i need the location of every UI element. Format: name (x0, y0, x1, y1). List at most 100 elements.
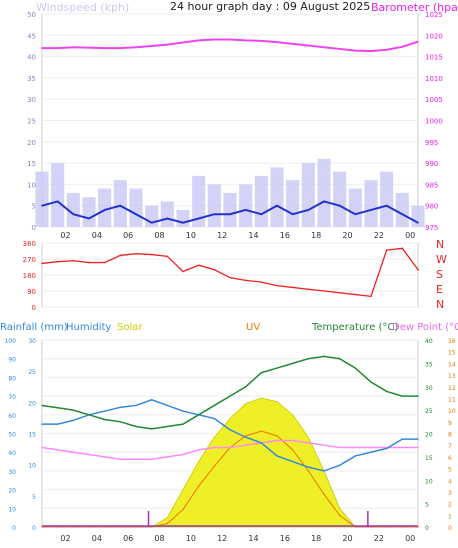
wind-barometer-panel: 0510152025303540455097598098599099510001… (27, 0, 458, 240)
barometer-point (370, 50, 372, 52)
wind-gust-bar (176, 209, 190, 227)
barometer-point (150, 45, 153, 47)
humidity-tick-label: 60 (8, 413, 16, 420)
humidity-point (260, 442, 263, 444)
wind-tick-label: 50 (27, 11, 36, 19)
barometer-point (88, 46, 90, 49)
wind-tick-label: 35 (27, 75, 36, 83)
barometer-point (103, 47, 106, 49)
legend-item: UV (246, 322, 260, 333)
compass-label: S (436, 268, 443, 281)
x-tick-label: 18 (311, 534, 321, 543)
wind-direction-point (307, 288, 310, 291)
dew_point-point (307, 442, 310, 444)
wind-gust-bar (82, 197, 96, 227)
x-tick-label: 08 (154, 231, 164, 240)
barometer-point (182, 41, 184, 44)
dew_point-point (276, 439, 278, 442)
wind-direction-point (213, 268, 216, 271)
wind-gust-bar (51, 163, 65, 227)
wind_avg-point (72, 213, 75, 216)
baro-tick-label: 1020 (425, 32, 443, 40)
wind-direction-point (88, 261, 90, 264)
humidity-point (354, 455, 357, 457)
uv-tick-label: 10 (448, 408, 456, 415)
barometer-point (244, 39, 247, 42)
temperature-point (119, 421, 122, 423)
wind_avg-point (338, 204, 341, 207)
wind_avg-point (370, 209, 372, 211)
dew_point-point (119, 458, 122, 460)
humidity-point (150, 399, 153, 401)
temperature-point (244, 386, 247, 388)
wind-direction-point (354, 293, 357, 296)
rainfall-tick-label: 30 (28, 338, 36, 345)
dew_point-point (103, 456, 106, 458)
wind-direction-point (244, 279, 247, 282)
barometer-point (213, 38, 216, 41)
wind-direction-point (260, 281, 263, 283)
temperature-tick-label: 30 (425, 385, 433, 392)
dew_point-point (213, 446, 216, 449)
dew_point-point (182, 453, 184, 456)
humidity-tick-label: 40 (8, 450, 16, 457)
wind_avg-point (213, 213, 216, 216)
dew_point-point (370, 446, 372, 449)
uv-point (260, 430, 263, 432)
temperature-humidity-panel: 0102030405060708090100051015202530051015… (0, 322, 458, 543)
barometer-point (119, 47, 122, 49)
temperature-point (88, 414, 90, 416)
dew_point-point (150, 458, 153, 460)
legend-item: Rainfall (mm) (0, 322, 68, 333)
direction-tick-label: 360 (23, 240, 36, 248)
x-tick-label: 02 (60, 231, 70, 240)
uv-tick-label: 11 (448, 396, 456, 403)
barometer-point (291, 43, 294, 45)
wind-tick-label: 40 (27, 54, 36, 62)
uv-tick-label: 16 (448, 338, 456, 345)
baro-tick-label: 990 (425, 160, 438, 168)
rainfall-tick-label: 20 (28, 400, 36, 407)
barometer-point (135, 46, 137, 49)
humidity-point (417, 438, 419, 440)
baro-tick-label: 1025 (425, 11, 443, 19)
dew_point-point (88, 453, 90, 456)
x-tick-label: 00 (405, 231, 415, 240)
humidity-tick-label: 70 (8, 394, 16, 401)
wind-direction-point (229, 276, 231, 279)
direction-tick-label: 90 (27, 288, 36, 296)
temperature-point (56, 407, 59, 409)
uv-tick-label: 3 (448, 490, 452, 497)
temperature-point (338, 358, 341, 360)
x-tick-label: 22 (374, 231, 384, 240)
barometer-point (307, 44, 310, 47)
wind-gust-bar (66, 192, 80, 227)
wind-gust-bar (98, 188, 112, 227)
wind-gust-bar (317, 158, 331, 227)
wind-tick-label: 20 (27, 139, 36, 147)
humidity-tick-label: 100 (5, 338, 17, 345)
humidity-point (56, 423, 59, 425)
baro-tick-label: 985 (425, 181, 438, 189)
wind_avg-point (229, 213, 231, 216)
wind-tick-label: 25 (27, 118, 36, 126)
wind-gust-bar (411, 205, 425, 227)
humidity-point (182, 410, 184, 412)
wind-gust-bar (207, 184, 221, 227)
baro-tick-label: 1000 (425, 118, 443, 126)
uv-tick-label: 0 (448, 525, 452, 532)
barometer-point (385, 48, 388, 51)
x-tick-label: 22 (374, 534, 384, 543)
barometer-point (401, 46, 404, 48)
humidity-tick-label: 30 (8, 469, 16, 476)
baro-tick-label: 980 (425, 203, 438, 211)
dew_point-point (338, 446, 341, 449)
barometer-axis-label: Barometer (hpa) (371, 1, 458, 14)
wind-direction-point (135, 252, 137, 255)
temperature-point (323, 355, 325, 358)
dew_point-point (56, 449, 59, 451)
direction-tick-label: 0 (32, 304, 36, 312)
temperature-point (166, 425, 169, 428)
barometer-point (72, 46, 75, 49)
